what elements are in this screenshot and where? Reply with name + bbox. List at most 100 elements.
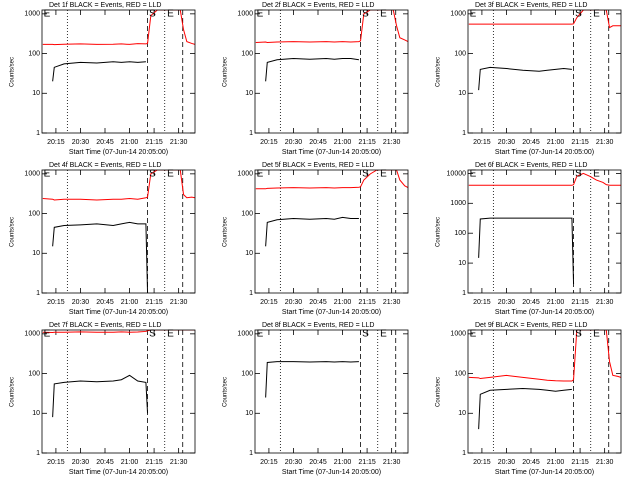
annotation: E — [593, 169, 600, 180]
y-tick-label: 1000 — [450, 11, 466, 18]
x-axis-label: Start Time (07-Jun-14 20:05:00) — [282, 469, 381, 476]
annotation: S — [575, 9, 582, 20]
chart-title: Det 7f BLACK = Events, RED = LLD — [49, 322, 161, 329]
annotation: E — [257, 169, 264, 180]
x-tick-label: 20:15 — [473, 299, 491, 306]
x-tick-label: 20:45 — [96, 299, 114, 306]
x-tick-label: 21:15 — [571, 459, 589, 466]
y-tick-label: 100 — [28, 50, 40, 57]
x-axis-label: Start Time (07-Jun-14 20:05:00) — [495, 469, 594, 476]
series-line — [478, 388, 572, 430]
x-tick-label: 21:30 — [383, 459, 401, 466]
x-tick-label: 21:15 — [358, 459, 376, 466]
annotation: E — [257, 9, 264, 20]
y-tick-label: 1 — [462, 290, 466, 297]
panel: Det 9f BLACK = Events, RED = LLD Counts/s… — [436, 322, 622, 476]
x-tick-label: 21:15 — [571, 299, 589, 306]
annotation: E — [167, 169, 174, 180]
x-tick-label: 21:30 — [383, 139, 401, 146]
y-tick-label: 10 — [245, 90, 253, 97]
y-tick-label: 10 — [32, 410, 40, 417]
annotation: S — [362, 9, 369, 20]
x-tick-label: 21:30 — [596, 139, 614, 146]
x-tick-label: 20:30 — [498, 299, 516, 306]
y-tick-label: 1000 — [24, 331, 40, 338]
y-tick-label: 1 — [249, 130, 253, 137]
x-tick-label: 21:30 — [596, 299, 614, 306]
y-tick-label: 100 — [454, 50, 466, 57]
series-line — [478, 66, 572, 91]
x-tick-label: 20:30 — [72, 299, 90, 306]
plot-frame — [254, 9, 409, 134]
y-tick-label: 100 — [241, 210, 253, 217]
chart-title: Det 3f BLACK = Events, RED = LLD — [475, 2, 587, 9]
x-tick-label: 20:45 — [309, 459, 327, 466]
y-tick-label: 10 — [32, 90, 40, 97]
x-tick-label: 20:15 — [47, 299, 65, 306]
annotation: S — [149, 9, 156, 20]
annotation: E — [167, 329, 174, 340]
y-tick-label: 100 — [241, 50, 253, 57]
x-tick-label: 20:45 — [309, 139, 327, 146]
chart-title: Det 2f BLACK = Events, RED = LLD — [262, 2, 374, 9]
annotation: E — [44, 329, 51, 340]
panel: Det 7f BLACK = Events, RED = LLD Counts/s… — [10, 322, 196, 476]
plot-frame — [41, 9, 196, 134]
series-line — [478, 217, 575, 285]
x-tick-label: 20:45 — [96, 459, 114, 466]
y-tick-label: 10 — [458, 410, 466, 417]
y-tick-label: 10 — [245, 250, 253, 257]
x-tick-label: 21:15 — [358, 299, 376, 306]
x-tick-label: 20:30 — [498, 139, 516, 146]
series-line — [52, 221, 149, 293]
y-tick-label: 1 — [36, 130, 40, 137]
y-tick-label: 1000 — [450, 331, 466, 338]
series-line — [52, 61, 146, 82]
series-line — [265, 58, 359, 82]
annotation: S — [575, 329, 582, 340]
y-tick-label: 100 — [454, 370, 466, 377]
annotation: E — [593, 9, 600, 20]
annotation: E — [167, 9, 174, 20]
x-axis-label: Start Time (07-Jun-14 20:05:00) — [282, 149, 381, 156]
y-tick-label: 10000 — [447, 170, 467, 177]
x-tick-label: 20:30 — [498, 459, 516, 466]
annotation: E — [470, 329, 477, 340]
chart-title: Det 5f BLACK = Events, RED = LLD — [262, 162, 374, 169]
x-axis-label: Start Time (07-Jun-14 20:05:00) — [282, 309, 381, 316]
x-tick-label: 21:00 — [121, 139, 139, 146]
y-tick-label: 1 — [249, 450, 253, 457]
annotation: E — [470, 9, 477, 20]
x-tick-label: 21:15 — [358, 139, 376, 146]
annotation: E — [380, 329, 387, 340]
y-tick-label: 1000 — [24, 171, 40, 178]
x-tick-label: 21:00 — [547, 299, 565, 306]
annotation: E — [380, 169, 387, 180]
series-line — [265, 216, 359, 247]
x-tick-label: 21:30 — [170, 139, 188, 146]
panel: Det 5f BLACK = Events, RED = LLD Counts/s… — [223, 162, 409, 316]
chart-title: Det 1f BLACK = Events, RED = LLD — [49, 2, 161, 9]
y-tick-label: 10 — [458, 90, 466, 97]
y-tick-label: 100 — [454, 230, 466, 237]
series-line — [42, 10, 195, 46]
y-axis-label: Counts/sec — [10, 57, 16, 87]
x-tick-label: 21:15 — [145, 459, 163, 466]
x-tick-label: 21:15 — [571, 139, 589, 146]
x-tick-label: 21:00 — [334, 299, 352, 306]
y-tick-label: 1 — [249, 290, 253, 297]
x-tick-label: 20:45 — [309, 299, 327, 306]
plot-frame — [254, 169, 409, 294]
annotation: E — [380, 9, 387, 20]
y-tick-label: 1000 — [237, 331, 253, 338]
x-tick-label: 20:45 — [96, 139, 114, 146]
y-tick-label: 1000 — [237, 11, 253, 18]
x-tick-label: 21:30 — [383, 299, 401, 306]
x-tick-label: 20:30 — [285, 459, 303, 466]
chart-title: Det 9f BLACK = Events, RED = LLD — [475, 322, 587, 329]
x-tick-label: 20:30 — [72, 459, 90, 466]
chart-title: Det 4f BLACK = Events, RED = LLD — [49, 162, 161, 169]
series-line — [468, 172, 621, 186]
x-tick-label: 20:15 — [473, 139, 491, 146]
